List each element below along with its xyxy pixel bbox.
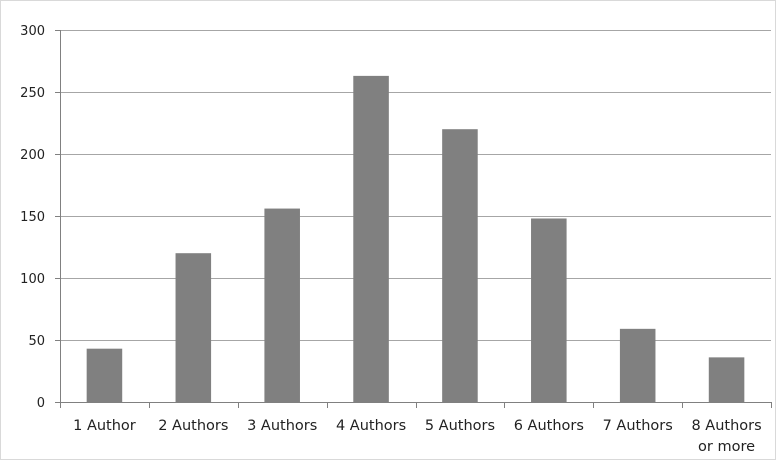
x-tick-label: 4 Authors — [336, 418, 406, 434]
y-tick-label: 150 — [20, 210, 45, 225]
x-tick-label: 5 Authors — [425, 418, 495, 434]
bar — [353, 75, 389, 402]
bar — [175, 253, 212, 402]
bar — [264, 208, 300, 402]
axes — [60, 30, 772, 408]
bar — [619, 328, 656, 402]
gridlines — [55, 30, 771, 403]
y-tick-label: 0 — [37, 396, 45, 411]
x-tick-label: 7 Authors — [603, 418, 673, 434]
x-tick-label: 6 Authors — [514, 418, 584, 434]
bar — [708, 357, 745, 402]
x-tick-label: or more — [698, 439, 755, 455]
x-tick-label: 1 Author — [73, 418, 136, 434]
bars — [86, 75, 745, 402]
bar — [531, 218, 567, 402]
y-tick-labels: 0 50 100 150 200 250 300 — [20, 24, 45, 411]
y-tick-label: 50 — [28, 334, 45, 349]
x-tick-labels: 1 Author 2 Authors 3 Authors 4 Authors 5 Aut… — [73, 418, 762, 455]
x-tick-label: 3 Authors — [247, 418, 317, 434]
y-tick-label: 200 — [20, 148, 45, 163]
y-tick-label: 100 — [20, 272, 45, 287]
y-tick-label: 300 — [20, 24, 45, 39]
x-tick-label: 2 Authors — [158, 418, 228, 434]
x-tick-label: 8 Authors — [691, 418, 761, 434]
bar — [442, 129, 478, 402]
y-tick-label: 250 — [20, 86, 45, 101]
bar — [86, 348, 123, 402]
